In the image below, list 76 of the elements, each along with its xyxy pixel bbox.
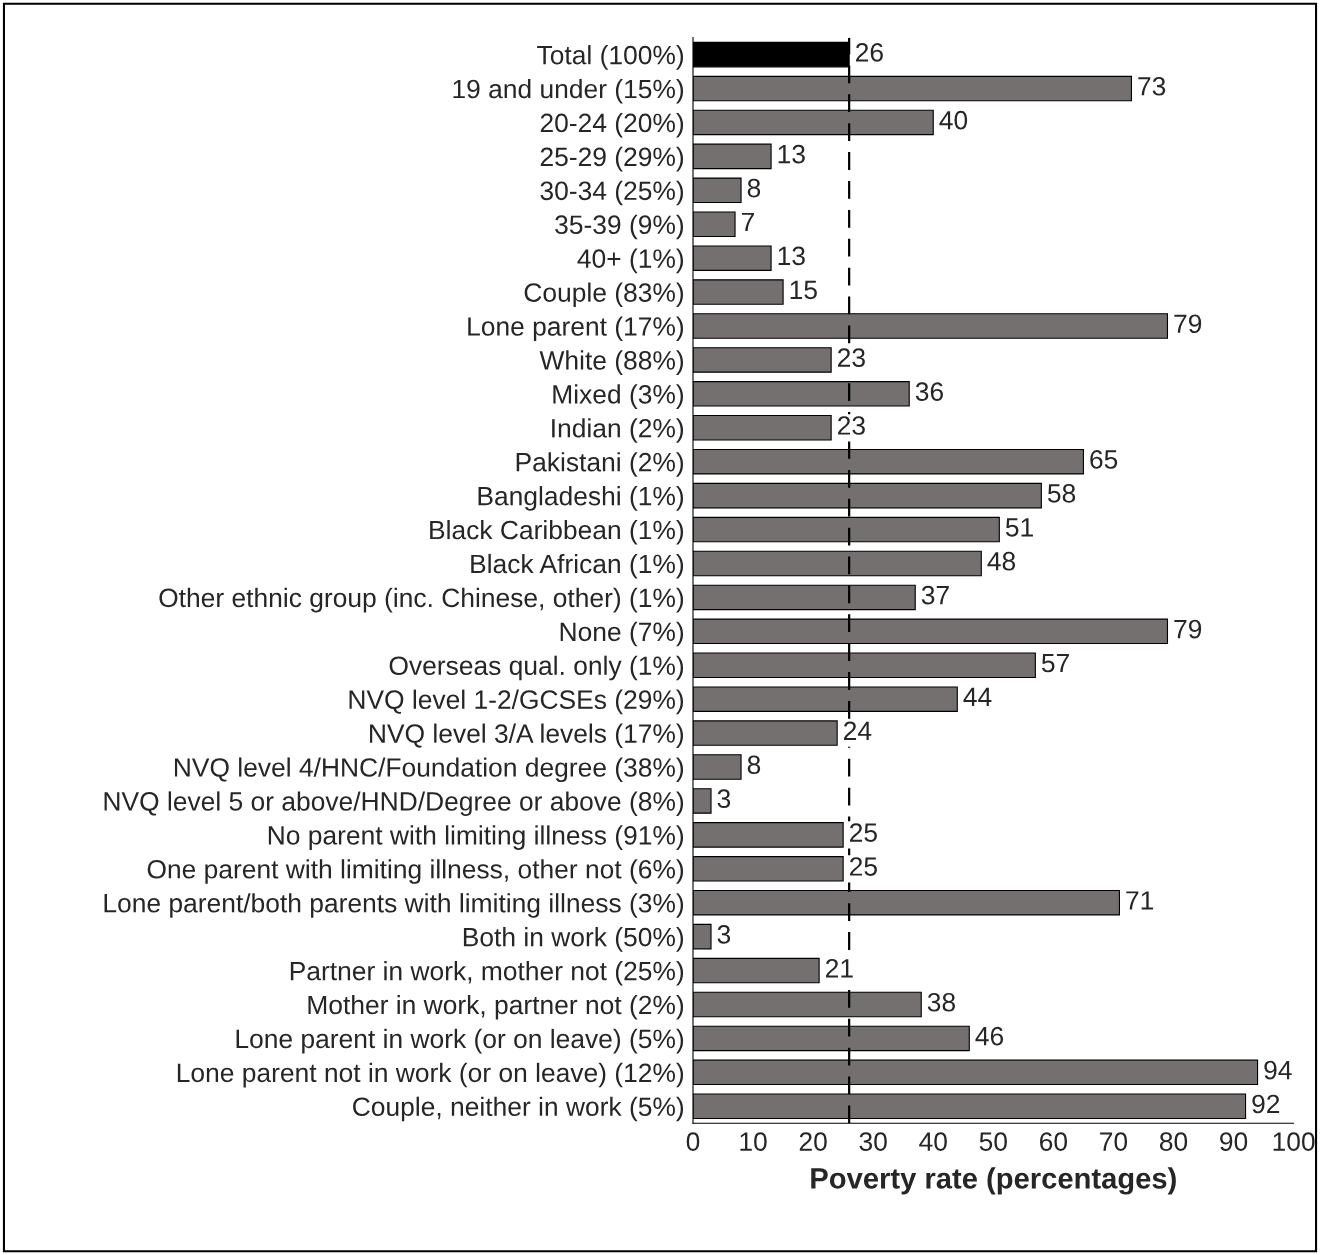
y-tick-label: Lone parent (17%) [468,316,684,342]
y-tick-label: 35-39 (9%) [555,214,684,240]
data-label: 24 [844,721,872,740]
x-tick-label: 40 [919,1132,947,1151]
x-tick-label: 10 [740,1132,767,1151]
data-label: 13 [778,246,805,266]
y-tick-label: NVQ level 4/HNC/Foundation degree (38%) [174,757,684,783]
data-label: 48 [987,551,1016,571]
data-label: 79 [1174,314,1202,334]
y-tick-label: NVQ level 5 or above/HND/Degree or above (8%) [104,791,684,816]
x-tick-label: 100 [1273,1132,1315,1151]
y-tick-label: None (7%) [560,621,684,647]
data-label: 73 [1138,76,1166,96]
y-tick-label: NVQ level 3/A levels (17%) [370,723,684,749]
y-tick-label: Couple (83%) [524,282,684,308]
data-label: 65 [1090,450,1118,469]
data-label: 3 [717,925,731,944]
data-label: 58 [1047,484,1076,503]
y-tick-label: Black African (1%) [471,553,684,579]
data-label: 25 [850,823,877,842]
y-tick-label: Both in work (50%) [463,927,684,952]
data-label: 79 [1174,619,1202,639]
x-tick-label: 60 [1040,1132,1068,1151]
y-tick-label: NVQ level 1-2/GCSEs (29%) [349,689,684,715]
data-label: 23 [838,416,865,435]
data-label: 94 [1264,1060,1292,1080]
data-label: 40 [939,110,968,130]
y-tick-label: Black Caribbean (1%) [430,519,684,545]
data-label: 8 [747,178,761,198]
y-tick-label: Couple, neither in work (5%) [353,1096,684,1122]
x-tick-label: 90 [1220,1132,1248,1151]
x-axis-title: Poverty rate (percentages) [811,1167,1176,1195]
data-label: 7 [741,212,754,232]
y-tick-label: 19 and under (15%) [453,78,684,104]
data-label: 25 [850,857,877,876]
y-tick-label: Lone parent/both parents with limiting illness (3%) [104,893,684,918]
y-tick-label: 40+ (1%) [577,248,684,274]
y-tick-label: Mother in work, partner not (2%) [308,994,684,1020]
x-tick-label: 50 [979,1132,1007,1151]
y-tick-label: 25-29 (29%) [540,146,684,172]
data-label: 23 [838,348,865,368]
data-label: 36 [915,382,943,401]
x-tick-label: 80 [1159,1132,1188,1151]
y-tick-label: No parent with limiting illness (91%) [268,825,684,850]
y-tick-label: 30-34 (25%) [540,180,684,206]
y-tick-label: Lone parent not in work (or on leave) (12%) [177,1062,684,1088]
y-tick-label: Overseas qual. only (1%) [389,655,684,681]
y-tick-label: Pakistani (2%) [516,452,684,477]
data-label: 37 [921,585,949,605]
x-tick-label: 20 [799,1132,827,1151]
x-tick-label: 0 [686,1132,700,1151]
y-tick-label: White (88%) [539,350,684,375]
y-tick-label: Bangladeshi (1%) [478,486,684,511]
x-tick-label: 30 [859,1132,887,1151]
data-label: 44 [963,687,992,706]
y-tick-label: Partner in work, mother not (25%) [290,961,684,986]
data-label: 26 [856,43,883,62]
data-label: 15 [790,280,817,300]
data-label: 21 [826,958,853,978]
y-tick-label: Other ethnic group (inc. Chinese, other) (1%) [159,587,684,613]
data-label: 71 [1126,891,1154,910]
y-tick-label: Mixed (3%) [553,384,684,409]
y-tick-label: 20-24 (20%) [540,112,684,138]
data-label: 13 [778,144,805,164]
x-tick-label: 70 [1100,1132,1128,1151]
data-label: 92 [1252,1094,1280,1114]
y-tick-label: Total (100%) [537,45,684,70]
y-tick-label: Lone parent in work (or on leave) (5%) [236,1028,684,1054]
data-label: 51 [1005,518,1033,537]
data-label: 38 [927,992,955,1012]
data-label: 57 [1041,653,1069,673]
data-label: 46 [975,1026,1004,1046]
y-tick-label: One parent with limiting illness, other not (6%) [147,859,684,884]
data-label: 8 [747,755,761,775]
data-label: 3 [717,789,731,809]
y-tick-label: Indian (2%) [552,418,684,443]
